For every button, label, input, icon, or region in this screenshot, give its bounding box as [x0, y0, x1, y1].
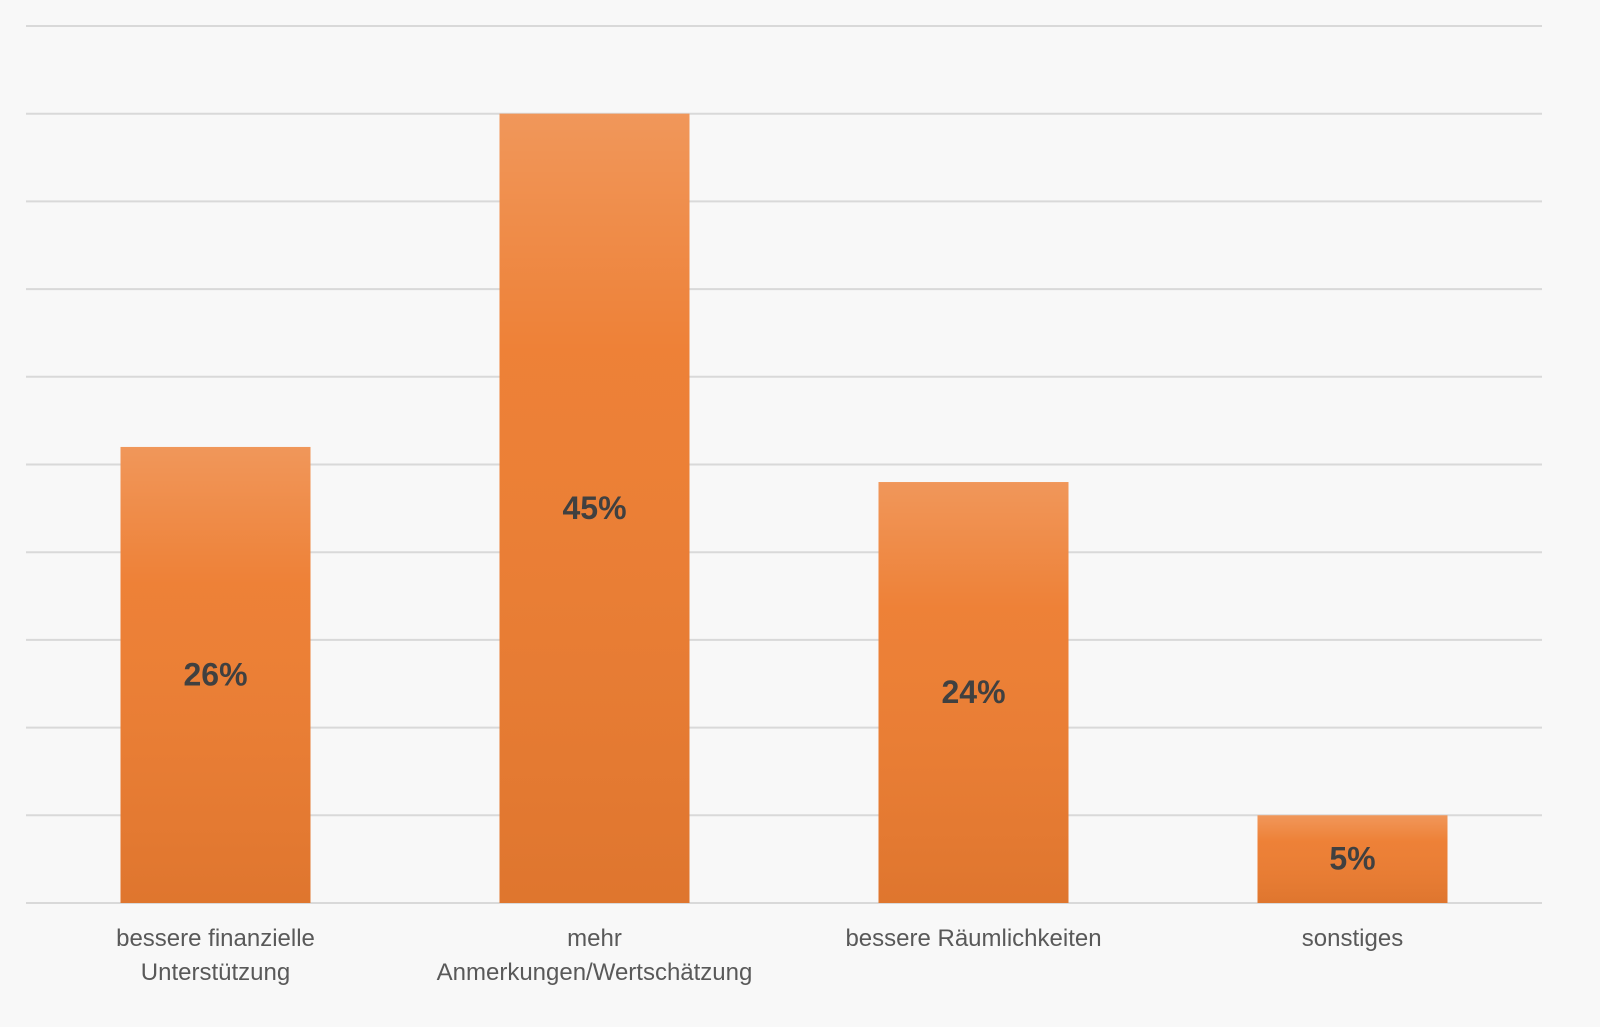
- data-label: 5%: [1329, 841, 1375, 877]
- bar-shade: [499, 113, 690, 903]
- x-tick-label: bessere finanzielle Unterstützung: [116, 925, 315, 986]
- bar-shade: [120, 446, 311, 903]
- bar-shade: [1257, 815, 1448, 903]
- x-tick-label: mehr Anmerkungen/Wertschätzung: [437, 925, 753, 986]
- data-label: 24%: [941, 674, 1005, 710]
- bar-shade: [878, 482, 1069, 903]
- x-tick-label: sonstiges: [1302, 925, 1403, 952]
- data-label: 26%: [183, 656, 247, 692]
- x-tick-label: bessere Räumlichkeiten: [845, 925, 1101, 952]
- data-label: 45%: [562, 490, 626, 526]
